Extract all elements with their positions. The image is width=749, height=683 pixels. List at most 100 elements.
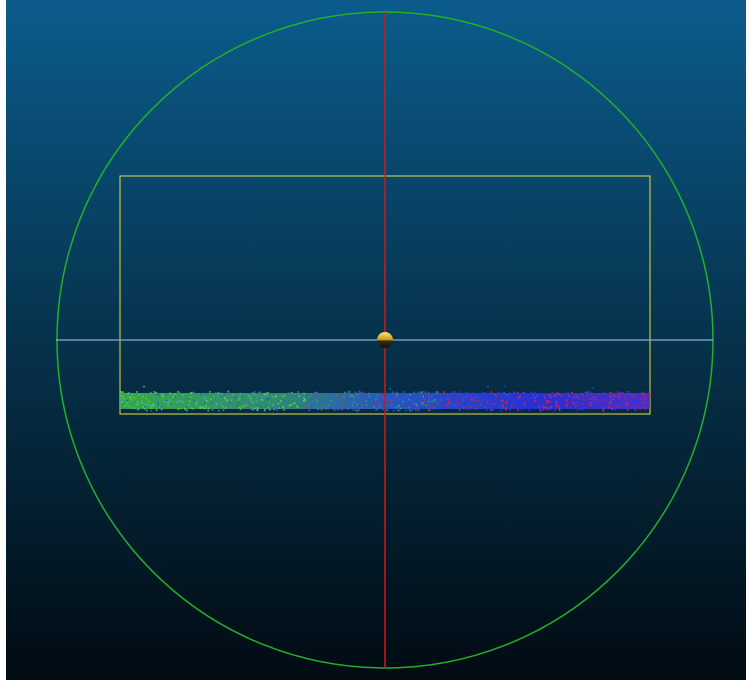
point	[250, 398, 252, 400]
point	[238, 396, 240, 398]
point	[136, 407, 138, 409]
point	[618, 397, 620, 399]
point	[123, 398, 125, 400]
point	[245, 405, 247, 407]
point	[155, 392, 157, 394]
point	[349, 391, 351, 393]
point	[650, 394, 652, 396]
point	[458, 402, 460, 404]
point	[458, 398, 460, 400]
point	[350, 395, 352, 397]
point	[458, 400, 460, 402]
point	[151, 405, 153, 407]
point	[248, 400, 250, 402]
point	[588, 396, 590, 398]
point	[234, 397, 236, 399]
point	[482, 403, 484, 405]
point	[566, 400, 568, 402]
point	[280, 400, 282, 402]
point	[528, 410, 530, 412]
point	[428, 392, 430, 394]
point	[333, 395, 335, 397]
point	[508, 406, 510, 408]
point	[266, 392, 268, 394]
point	[431, 401, 433, 403]
point	[147, 404, 149, 406]
point	[231, 399, 233, 401]
point	[379, 402, 381, 404]
point	[291, 392, 293, 394]
point	[495, 405, 497, 407]
point	[416, 397, 418, 399]
point	[356, 404, 358, 406]
point	[318, 404, 320, 406]
point	[194, 400, 196, 402]
point	[190, 392, 192, 394]
point	[490, 410, 492, 412]
point	[228, 391, 230, 393]
point	[282, 396, 284, 398]
point	[624, 406, 626, 408]
point	[590, 395, 592, 397]
point	[405, 410, 407, 412]
point	[131, 393, 133, 395]
point	[254, 391, 256, 393]
point	[646, 399, 648, 401]
point	[351, 408, 353, 410]
point	[618, 393, 620, 395]
point	[555, 394, 557, 396]
point	[611, 408, 613, 410]
point	[308, 397, 310, 399]
point	[369, 405, 371, 407]
point	[415, 409, 417, 411]
point	[191, 407, 193, 409]
point	[374, 404, 376, 406]
point	[409, 406, 411, 408]
point	[169, 393, 171, 395]
point	[306, 397, 308, 399]
point	[263, 393, 265, 395]
point	[436, 399, 438, 401]
point	[257, 396, 259, 398]
point	[366, 404, 368, 406]
point	[133, 397, 135, 399]
point	[328, 393, 330, 395]
point	[408, 399, 410, 401]
point	[208, 407, 210, 409]
point	[393, 410, 395, 412]
point	[136, 401, 138, 403]
point	[311, 398, 313, 400]
point	[429, 398, 431, 400]
point	[639, 406, 641, 408]
point	[596, 395, 598, 397]
point	[271, 408, 273, 410]
point	[416, 405, 418, 407]
point	[195, 396, 197, 398]
point	[486, 401, 488, 403]
point	[344, 406, 346, 408]
point	[138, 394, 140, 396]
point	[505, 396, 507, 398]
point	[355, 392, 357, 394]
point	[168, 404, 170, 406]
point	[520, 403, 522, 405]
point	[315, 392, 317, 394]
point	[148, 401, 150, 403]
point	[511, 405, 513, 407]
point	[501, 398, 503, 400]
point	[316, 405, 318, 407]
point	[269, 409, 271, 411]
point	[261, 396, 263, 398]
point	[402, 401, 404, 403]
point	[183, 396, 185, 398]
point	[137, 409, 139, 411]
point	[459, 391, 461, 393]
point	[353, 401, 355, 403]
point	[635, 409, 637, 411]
point	[161, 394, 163, 396]
point	[427, 408, 429, 410]
point	[466, 392, 468, 394]
point	[157, 397, 159, 399]
point	[200, 393, 202, 395]
point	[621, 402, 623, 404]
